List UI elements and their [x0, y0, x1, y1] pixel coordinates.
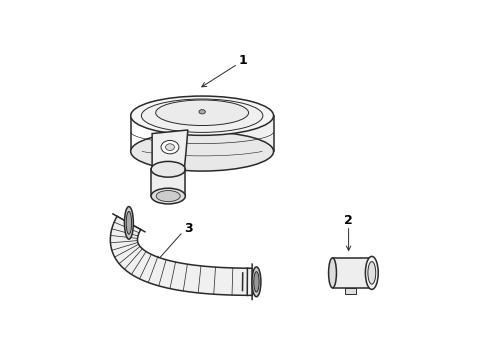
Ellipse shape	[254, 272, 259, 292]
Ellipse shape	[124, 207, 133, 239]
Ellipse shape	[252, 267, 261, 297]
Polygon shape	[333, 258, 372, 288]
Polygon shape	[152, 130, 188, 169]
Ellipse shape	[161, 140, 179, 154]
Ellipse shape	[199, 110, 205, 114]
Ellipse shape	[142, 99, 263, 132]
Polygon shape	[110, 216, 252, 296]
Ellipse shape	[151, 188, 185, 204]
Ellipse shape	[329, 258, 337, 288]
Polygon shape	[345, 288, 356, 294]
Polygon shape	[131, 96, 273, 171]
Ellipse shape	[368, 262, 376, 284]
Text: 1: 1	[239, 54, 247, 67]
Ellipse shape	[131, 132, 273, 171]
Ellipse shape	[151, 161, 185, 177]
Ellipse shape	[166, 144, 174, 150]
Text: 3: 3	[184, 222, 193, 235]
Ellipse shape	[156, 190, 180, 202]
Ellipse shape	[131, 96, 273, 135]
Ellipse shape	[156, 100, 248, 126]
Ellipse shape	[126, 211, 132, 234]
Text: 2: 2	[344, 214, 353, 227]
Ellipse shape	[366, 256, 378, 289]
Polygon shape	[151, 169, 185, 196]
